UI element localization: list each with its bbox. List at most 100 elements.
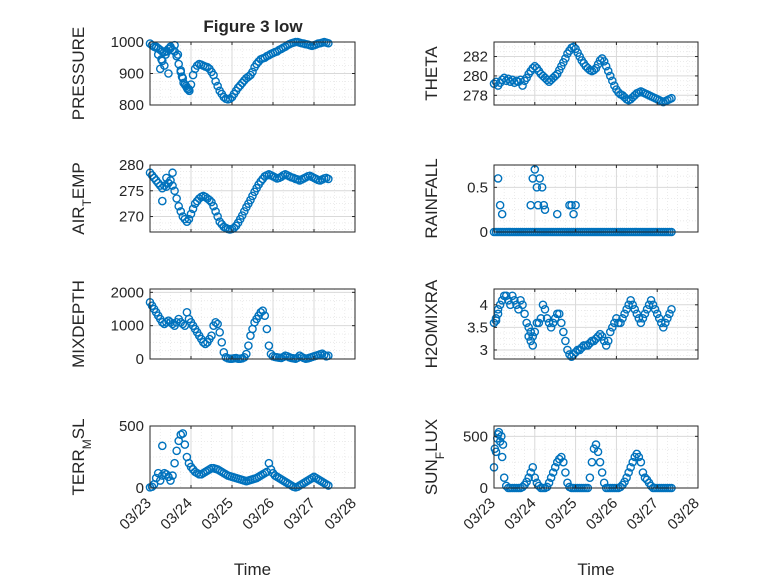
data-point-7-67: [626, 463, 635, 472]
data-point-6-16: [178, 429, 188, 438]
xtick-label-6-0: 03/23: [116, 495, 155, 534]
data-point-5-17: [524, 332, 533, 341]
data-point-0-13: [172, 51, 181, 61]
data-point-1-54: [599, 57, 609, 66]
data-point-2-32: [211, 207, 220, 216]
data-point-2-19: [184, 214, 194, 224]
ytick-label-2-0: 270: [119, 209, 144, 226]
data-point-5-18: [526, 336, 536, 346]
data-point-2-87: [324, 174, 333, 184]
data-point-4-47: [242, 349, 251, 359]
data-point-5-29: [548, 318, 558, 328]
ytick-label-5-0: 3: [480, 342, 488, 359]
data-point-7-73: [638, 468, 648, 477]
data-point-0-23: [192, 61, 202, 70]
data-point-7-54: [599, 478, 609, 488]
data-point-2-21: [188, 204, 198, 214]
ylabel-2: AIRTEMP: [69, 162, 94, 235]
xlabel-7: Time: [577, 560, 614, 579]
ytick-label-2-2: 280: [119, 157, 144, 174]
data-point-5-24: [538, 300, 548, 310]
data-point-1-56: [603, 66, 613, 76]
data-point-3-103: [569, 209, 578, 219]
data-point-0-87: [324, 38, 333, 48]
data-point-5-64: [620, 309, 629, 319]
data-point-2-6: [157, 183, 167, 193]
data-point-5-77: [646, 295, 656, 305]
data-point-3-102: [567, 200, 576, 210]
data-point-1-14: [518, 81, 527, 90]
data-point-5-71: [634, 314, 644, 323]
data-point-7-26: [542, 482, 552, 492]
data-point-5-6: [501, 291, 511, 301]
data-point-5-73: [638, 314, 648, 323]
data-point-7-91: [497, 432, 506, 441]
data-point-5-10: [510, 295, 519, 305]
data-point-6-20: [186, 462, 196, 472]
data-point-7-74: [640, 473, 650, 482]
data-point-2-11: [168, 181, 177, 190]
data-point-5-84: [661, 318, 670, 328]
data-point-5-34: [559, 327, 568, 337]
data-point-3-100: [552, 209, 562, 219]
data-point-7-30: [550, 463, 560, 472]
data-point-5-59: [610, 318, 619, 328]
data-point-5-51: [593, 332, 603, 341]
ytick-label-1-2: 282: [463, 49, 488, 66]
data-point-7-53: [597, 468, 607, 477]
data-point-0-91: [164, 69, 173, 78]
data-point-1-87: [667, 93, 676, 103]
data-point-5-81: [654, 314, 664, 323]
data-point-5-72: [636, 318, 646, 328]
data-point-2-14: [174, 201, 183, 211]
data-point-7-36: [563, 478, 572, 488]
data-point-6-17: [180, 440, 190, 449]
data-point-5-14: [518, 300, 527, 310]
data-point-5-85: [663, 314, 672, 323]
ytick-label-4-0: 0: [136, 351, 144, 368]
data-point-2-22: [190, 199, 200, 208]
ytick-label-7-0: 0: [480, 480, 488, 497]
axes-bg-4: [150, 289, 355, 359]
ytick-label-4-1: 1000: [111, 318, 144, 335]
data-point-5-28: [546, 323, 556, 332]
ytick-label-4-2: 2000: [111, 284, 144, 301]
data-point-4-65: [278, 352, 288, 362]
data-point-5-66: [624, 300, 633, 310]
data-point-5-26: [542, 314, 552, 323]
data-point-7-72: [636, 457, 646, 467]
ytick-label-0-1: 900: [119, 66, 144, 83]
data-point-6-13: [172, 446, 181, 456]
data-point-4-33: [213, 319, 222, 329]
axes-box-3: [493, 164, 699, 233]
xtick-label-6-1: 03/24: [157, 495, 196, 534]
data-point-7-19: [528, 463, 538, 472]
data-point-2-90: [168, 168, 177, 178]
data-point-7-51: [593, 447, 603, 457]
ylabel-6: TERRMSL: [69, 418, 94, 495]
data-point-1-6: [501, 76, 511, 86]
ytick-label-2-1: 275: [119, 183, 144, 200]
data-point-5-22: [534, 318, 544, 328]
data-point-7-48: [587, 457, 597, 467]
data-point-4-11: [168, 319, 177, 329]
ytick-label-5-1: 3.5: [467, 319, 488, 336]
data-point-4-48: [244, 341, 253, 350]
data-point-7-17: [524, 473, 533, 482]
figure-title: Figure 3 low: [203, 17, 303, 36]
data-point-6-1: [147, 482, 157, 492]
data-point-1-8: [506, 77, 515, 87]
xtick-label-7-2: 03/25: [542, 495, 581, 534]
data-point-7-27: [544, 478, 554, 488]
xtick-label-6-2: 03/25: [198, 495, 237, 534]
ylabel-4: MIXDEPTH: [69, 280, 88, 368]
data-point-2-3: [151, 176, 161, 185]
data-point-5-32: [554, 309, 564, 319]
data-point-7-64: [620, 477, 629, 487]
data-point-2-33: [213, 212, 222, 221]
data-point-5-25: [540, 305, 550, 314]
data-point-0-33: [213, 81, 222, 91]
data-point-5-15: [520, 309, 529, 319]
data-point-0-44: [235, 81, 245, 90]
